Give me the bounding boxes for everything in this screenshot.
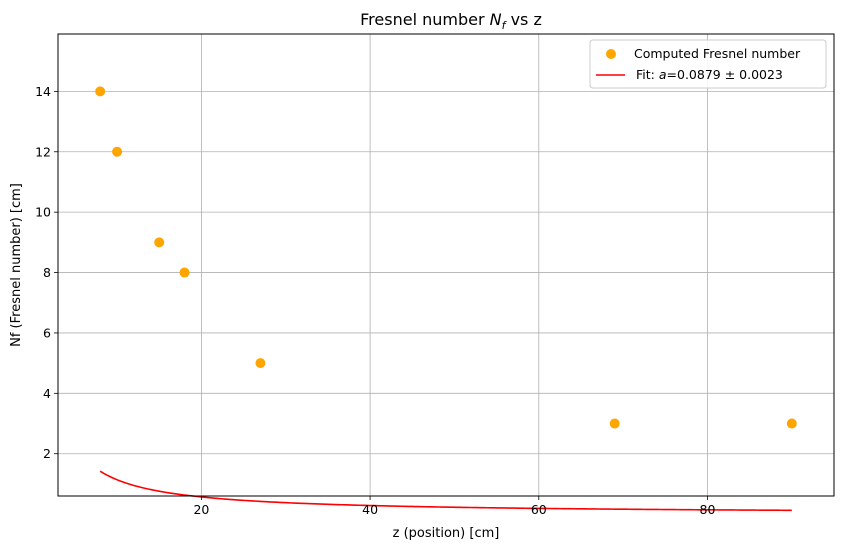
plot-frame: [57, 33, 835, 497]
fit-curve: [99, 470, 792, 512]
y-tick-label: 10: [35, 205, 51, 220]
y-tick-label: 6: [43, 325, 51, 340]
legend-label-fit: Fit: a=0.0879 ± 0.0023: [636, 67, 783, 82]
data-point: [179, 267, 190, 278]
data-point: [609, 418, 620, 429]
fit-line-layer: [99, 470, 792, 512]
x-tick-label: 80: [700, 502, 716, 517]
y-tick-label: 8: [43, 265, 51, 280]
chart-title: Fresnel number Nf vs z: [360, 10, 542, 32]
data-point: [255, 358, 266, 369]
legend-label-scatter: Computed Fresnel number: [634, 46, 801, 61]
scatter-points-layer: [95, 86, 797, 429]
y-tick-label: 2: [43, 446, 51, 461]
data-point: [95, 86, 106, 97]
x-axis-ticks: 20 40 60 80: [193, 496, 715, 517]
y-tick-label: 12: [35, 144, 51, 159]
x-axis-label: z (position) [cm]: [393, 526, 500, 541]
x-tick-label: 60: [531, 502, 547, 517]
x-tick-label: 40: [362, 502, 378, 517]
legend-marker-scatter: [606, 49, 616, 59]
data-point: [154, 237, 165, 248]
legend: Computed Fresnel number Fit: a=0.0879 ± …: [589, 39, 827, 89]
x-tick-label: 20: [193, 502, 209, 517]
legend-box: [589, 39, 827, 89]
data-point: [786, 418, 797, 429]
data-point: [112, 146, 123, 157]
y-tick-label: 4: [43, 386, 51, 401]
y-axis-ticks: 2 4 6 8 10 12 14: [35, 84, 58, 461]
y-tick-label: 14: [35, 84, 51, 99]
y-axis-label: Nf (Fresnel number) [cm]: [9, 183, 24, 347]
